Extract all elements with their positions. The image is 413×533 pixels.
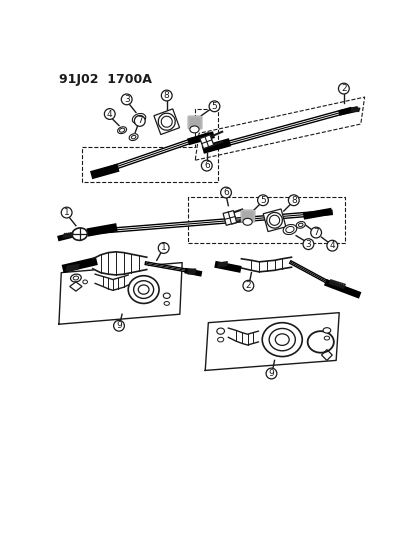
Ellipse shape — [119, 128, 124, 132]
Text: 8: 8 — [164, 91, 169, 100]
Ellipse shape — [216, 328, 224, 334]
Ellipse shape — [83, 280, 87, 284]
Ellipse shape — [131, 135, 135, 139]
Ellipse shape — [268, 328, 294, 351]
Circle shape — [220, 187, 231, 198]
Ellipse shape — [261, 322, 301, 357]
Text: 5: 5 — [211, 102, 217, 111]
Text: 3: 3 — [305, 240, 311, 248]
Bar — [223, 211, 236, 225]
Ellipse shape — [128, 276, 159, 303]
Circle shape — [242, 280, 253, 291]
Circle shape — [121, 94, 132, 105]
Circle shape — [104, 109, 115, 119]
Ellipse shape — [72, 228, 87, 240]
Bar — [187, 116, 201, 128]
Ellipse shape — [163, 293, 170, 298]
Ellipse shape — [323, 336, 329, 340]
Text: 3: 3 — [123, 95, 129, 104]
Ellipse shape — [138, 285, 149, 294]
Text: 7: 7 — [313, 228, 318, 237]
Circle shape — [61, 207, 72, 218]
Circle shape — [338, 83, 349, 94]
Polygon shape — [241, 210, 253, 221]
Ellipse shape — [285, 227, 293, 232]
Polygon shape — [187, 116, 201, 128]
Circle shape — [288, 195, 299, 206]
Text: 6: 6 — [223, 188, 228, 197]
Text: 7: 7 — [137, 116, 142, 125]
Ellipse shape — [298, 223, 302, 227]
Text: 2: 2 — [340, 84, 346, 93]
Text: 9: 9 — [268, 369, 274, 378]
Text: 4: 4 — [107, 109, 112, 118]
Ellipse shape — [70, 274, 81, 282]
Text: 9: 9 — [116, 321, 121, 330]
Ellipse shape — [311, 230, 320, 237]
Circle shape — [113, 320, 124, 331]
Ellipse shape — [164, 302, 169, 305]
Text: 91J02  1700A: 91J02 1700A — [59, 73, 152, 86]
Ellipse shape — [242, 219, 252, 225]
Bar — [154, 109, 179, 134]
Ellipse shape — [135, 116, 143, 122]
Bar — [199, 135, 213, 149]
Ellipse shape — [129, 134, 138, 141]
Bar — [263, 209, 285, 231]
Ellipse shape — [313, 231, 318, 235]
Ellipse shape — [295, 222, 304, 228]
Ellipse shape — [282, 224, 296, 235]
Text: 5: 5 — [259, 196, 265, 205]
Ellipse shape — [73, 276, 78, 280]
Text: 1: 1 — [64, 208, 69, 217]
Text: 4: 4 — [329, 241, 334, 250]
Ellipse shape — [117, 127, 126, 134]
Text: 2: 2 — [245, 281, 251, 290]
Circle shape — [326, 240, 337, 251]
Text: 6: 6 — [204, 161, 209, 170]
Ellipse shape — [133, 281, 153, 298]
Circle shape — [310, 227, 321, 238]
Circle shape — [302, 239, 313, 249]
Circle shape — [209, 101, 219, 112]
Polygon shape — [187, 116, 201, 128]
Circle shape — [134, 116, 145, 126]
Circle shape — [161, 90, 172, 101]
Ellipse shape — [132, 114, 145, 124]
Circle shape — [266, 368, 276, 379]
Ellipse shape — [307, 331, 333, 353]
Circle shape — [158, 243, 169, 253]
Bar — [241, 210, 253, 221]
Polygon shape — [241, 210, 253, 221]
Ellipse shape — [322, 328, 330, 333]
Text: 8: 8 — [290, 196, 296, 205]
Ellipse shape — [190, 126, 199, 133]
Circle shape — [257, 195, 268, 206]
Ellipse shape — [217, 337, 223, 342]
Circle shape — [201, 160, 211, 171]
Ellipse shape — [275, 334, 288, 345]
Text: 1: 1 — [160, 244, 166, 253]
